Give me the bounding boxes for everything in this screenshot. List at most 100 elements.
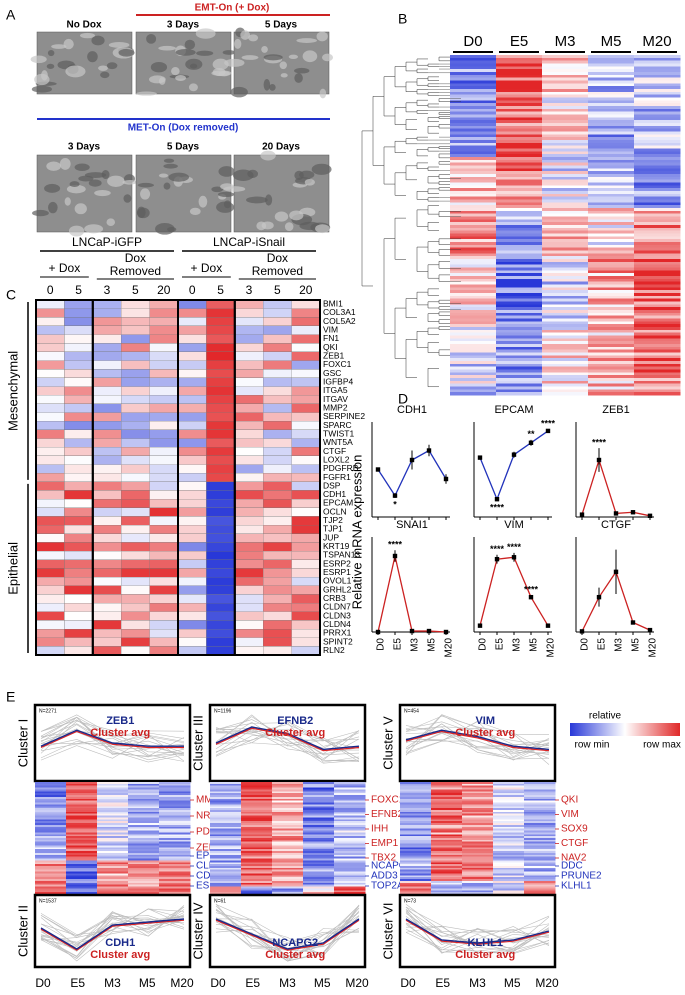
heatmap-cell	[496, 341, 543, 345]
heatmap-cell	[634, 389, 681, 393]
heatmap-cell	[177, 334, 207, 344]
cell-shape	[146, 33, 157, 44]
cell-shape	[304, 178, 315, 186]
heatmap-cell	[634, 276, 681, 280]
heatmap-cell	[431, 882, 463, 886]
heatmap-cell	[431, 791, 463, 794]
heatmap-cell	[128, 817, 160, 820]
heatmap-cell	[263, 343, 292, 353]
heatmap-cell	[462, 823, 494, 826]
heatmap-cell	[241, 830, 273, 833]
heatmap-cell	[66, 888, 98, 891]
heatmap-cell	[128, 845, 160, 848]
gene-label: EPCAM	[323, 498, 353, 508]
heatmap-cell	[450, 298, 497, 302]
heatmap-cell	[588, 227, 635, 232]
heatmap-cell	[524, 791, 556, 794]
heatmap-cell	[431, 817, 463, 820]
heatmap-cell	[121, 438, 150, 448]
heatmap-cell	[542, 202, 589, 206]
member-profile	[40, 716, 185, 738]
heatmap-cell	[291, 386, 321, 396]
heatmap-cell	[272, 793, 304, 796]
cell-shape	[212, 67, 226, 77]
heatmap-cell	[450, 66, 497, 70]
heatmap-cell	[234, 490, 264, 500]
heatmap-cell	[634, 349, 681, 353]
cluster-frame	[208, 703, 367, 783]
heatmap-cell	[241, 800, 273, 803]
heatmap-cell	[588, 264, 635, 268]
heatmap-cell	[542, 349, 589, 353]
heatmap-cell	[121, 550, 150, 560]
heatmap-cell	[334, 867, 366, 871]
heatmap-cell	[121, 498, 150, 508]
heatmap-cell	[524, 793, 556, 796]
x-tick-label: D0	[478, 638, 489, 651]
heatmap-cell	[210, 832, 242, 835]
heatmap-cell	[241, 826, 273, 830]
cluster-gene: NCAPG2	[272, 937, 318, 949]
heatmap-cell	[64, 334, 93, 344]
heatmap-cell	[588, 327, 635, 331]
heatmap-cell	[400, 787, 432, 790]
cluster-name: Cluster VI	[380, 902, 395, 959]
heatmap-cell	[210, 823, 242, 826]
heatmap-cell	[496, 123, 543, 127]
heatmap-cell	[496, 185, 543, 189]
heatmap-cell	[66, 795, 98, 798]
heatmap-cell	[210, 886, 242, 889]
heatmap-cell	[303, 851, 335, 854]
heatmap-cell	[303, 884, 335, 887]
heatmap-cell	[400, 860, 432, 863]
heatmap-cell	[291, 481, 321, 491]
condition-label: Removed	[110, 264, 161, 278]
heatmap-cell	[149, 386, 179, 396]
heatmap-cell	[400, 819, 432, 822]
heatmap-cell	[634, 225, 681, 229]
heatmap-cell	[634, 230, 681, 234]
heatmap-cell	[66, 826, 98, 830]
heatmap-cell	[634, 159, 681, 164]
heatmap-cell	[97, 796, 129, 800]
heatmap-cell	[272, 871, 304, 874]
cell-shape	[118, 48, 135, 57]
heatmap-cell	[496, 276, 543, 280]
cell-shape	[188, 83, 198, 92]
column-label: D0	[463, 33, 482, 50]
heatmap-cell	[159, 880, 191, 884]
heatmap-cell	[431, 832, 463, 835]
heatmap-cell	[210, 869, 242, 872]
member-profile	[40, 730, 185, 754]
heatmap-cell	[263, 585, 292, 595]
heatmap-cell	[210, 819, 242, 822]
heatmap-cell	[263, 611, 292, 621]
heatmap-cell	[542, 261, 589, 266]
heatmap-cell	[634, 242, 681, 246]
heatmap-cell	[588, 103, 635, 107]
data-point	[630, 620, 636, 625]
heatmap-cell	[542, 321, 589, 325]
cell-shape	[315, 224, 330, 234]
heatmap-cell	[493, 815, 525, 818]
heatmap-cell	[634, 281, 681, 285]
heatmap-cell	[291, 455, 321, 465]
heatmap-cell	[303, 869, 335, 872]
gene-label: TWIST1	[323, 428, 354, 438]
heatmap-cell	[92, 360, 122, 370]
heatmap-cell	[496, 324, 543, 328]
cluster-avg-label: Cluster avg	[455, 727, 515, 739]
heatmap-cell	[450, 120, 497, 124]
heatmap-cell	[35, 325, 65, 335]
heatmap-cell	[303, 815, 335, 818]
heatmap-cell	[234, 611, 264, 621]
heatmap-cell	[524, 821, 556, 824]
cell-shape	[217, 191, 235, 198]
heatmap-cell	[272, 873, 304, 876]
heatmap-cell	[588, 191, 635, 195]
heatmap-cell	[400, 849, 432, 852]
cluster-count: N=73	[404, 898, 416, 904]
heatmap-cell	[210, 843, 242, 846]
heatmap-cell	[35, 852, 67, 856]
heatmap-cell	[149, 628, 179, 638]
